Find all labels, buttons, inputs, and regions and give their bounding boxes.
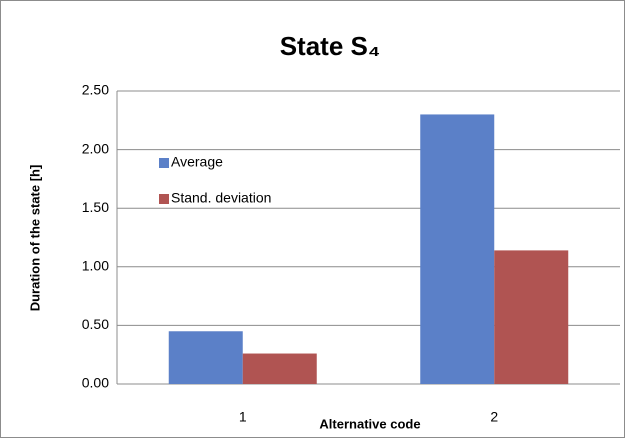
y-axis-title: Duration of the state [h] (27, 165, 42, 312)
x-tick-label: 1 (239, 409, 247, 425)
x-tick-label: 2 (490, 409, 498, 425)
bar (420, 114, 495, 384)
y-tick-label: 2.00 (82, 140, 109, 156)
y-tick-label: 0.50 (82, 316, 109, 332)
legend-label: Stand. deviation (171, 190, 271, 206)
y-tick-label: 2.50 (82, 82, 109, 98)
x-axis-title: Alternative code (319, 416, 420, 431)
bar (494, 250, 569, 384)
y-tick-label: 1.50 (82, 199, 109, 215)
legend-swatch (159, 158, 169, 168)
bar (168, 331, 243, 384)
bar (242, 353, 317, 384)
chart-title: State S₄ (280, 31, 381, 61)
y-tick-label: 0.00 (82, 375, 109, 391)
legend-label: Average (171, 154, 223, 170)
y-tick-label: 1.00 (82, 258, 109, 274)
legend-swatch (159, 194, 169, 204)
